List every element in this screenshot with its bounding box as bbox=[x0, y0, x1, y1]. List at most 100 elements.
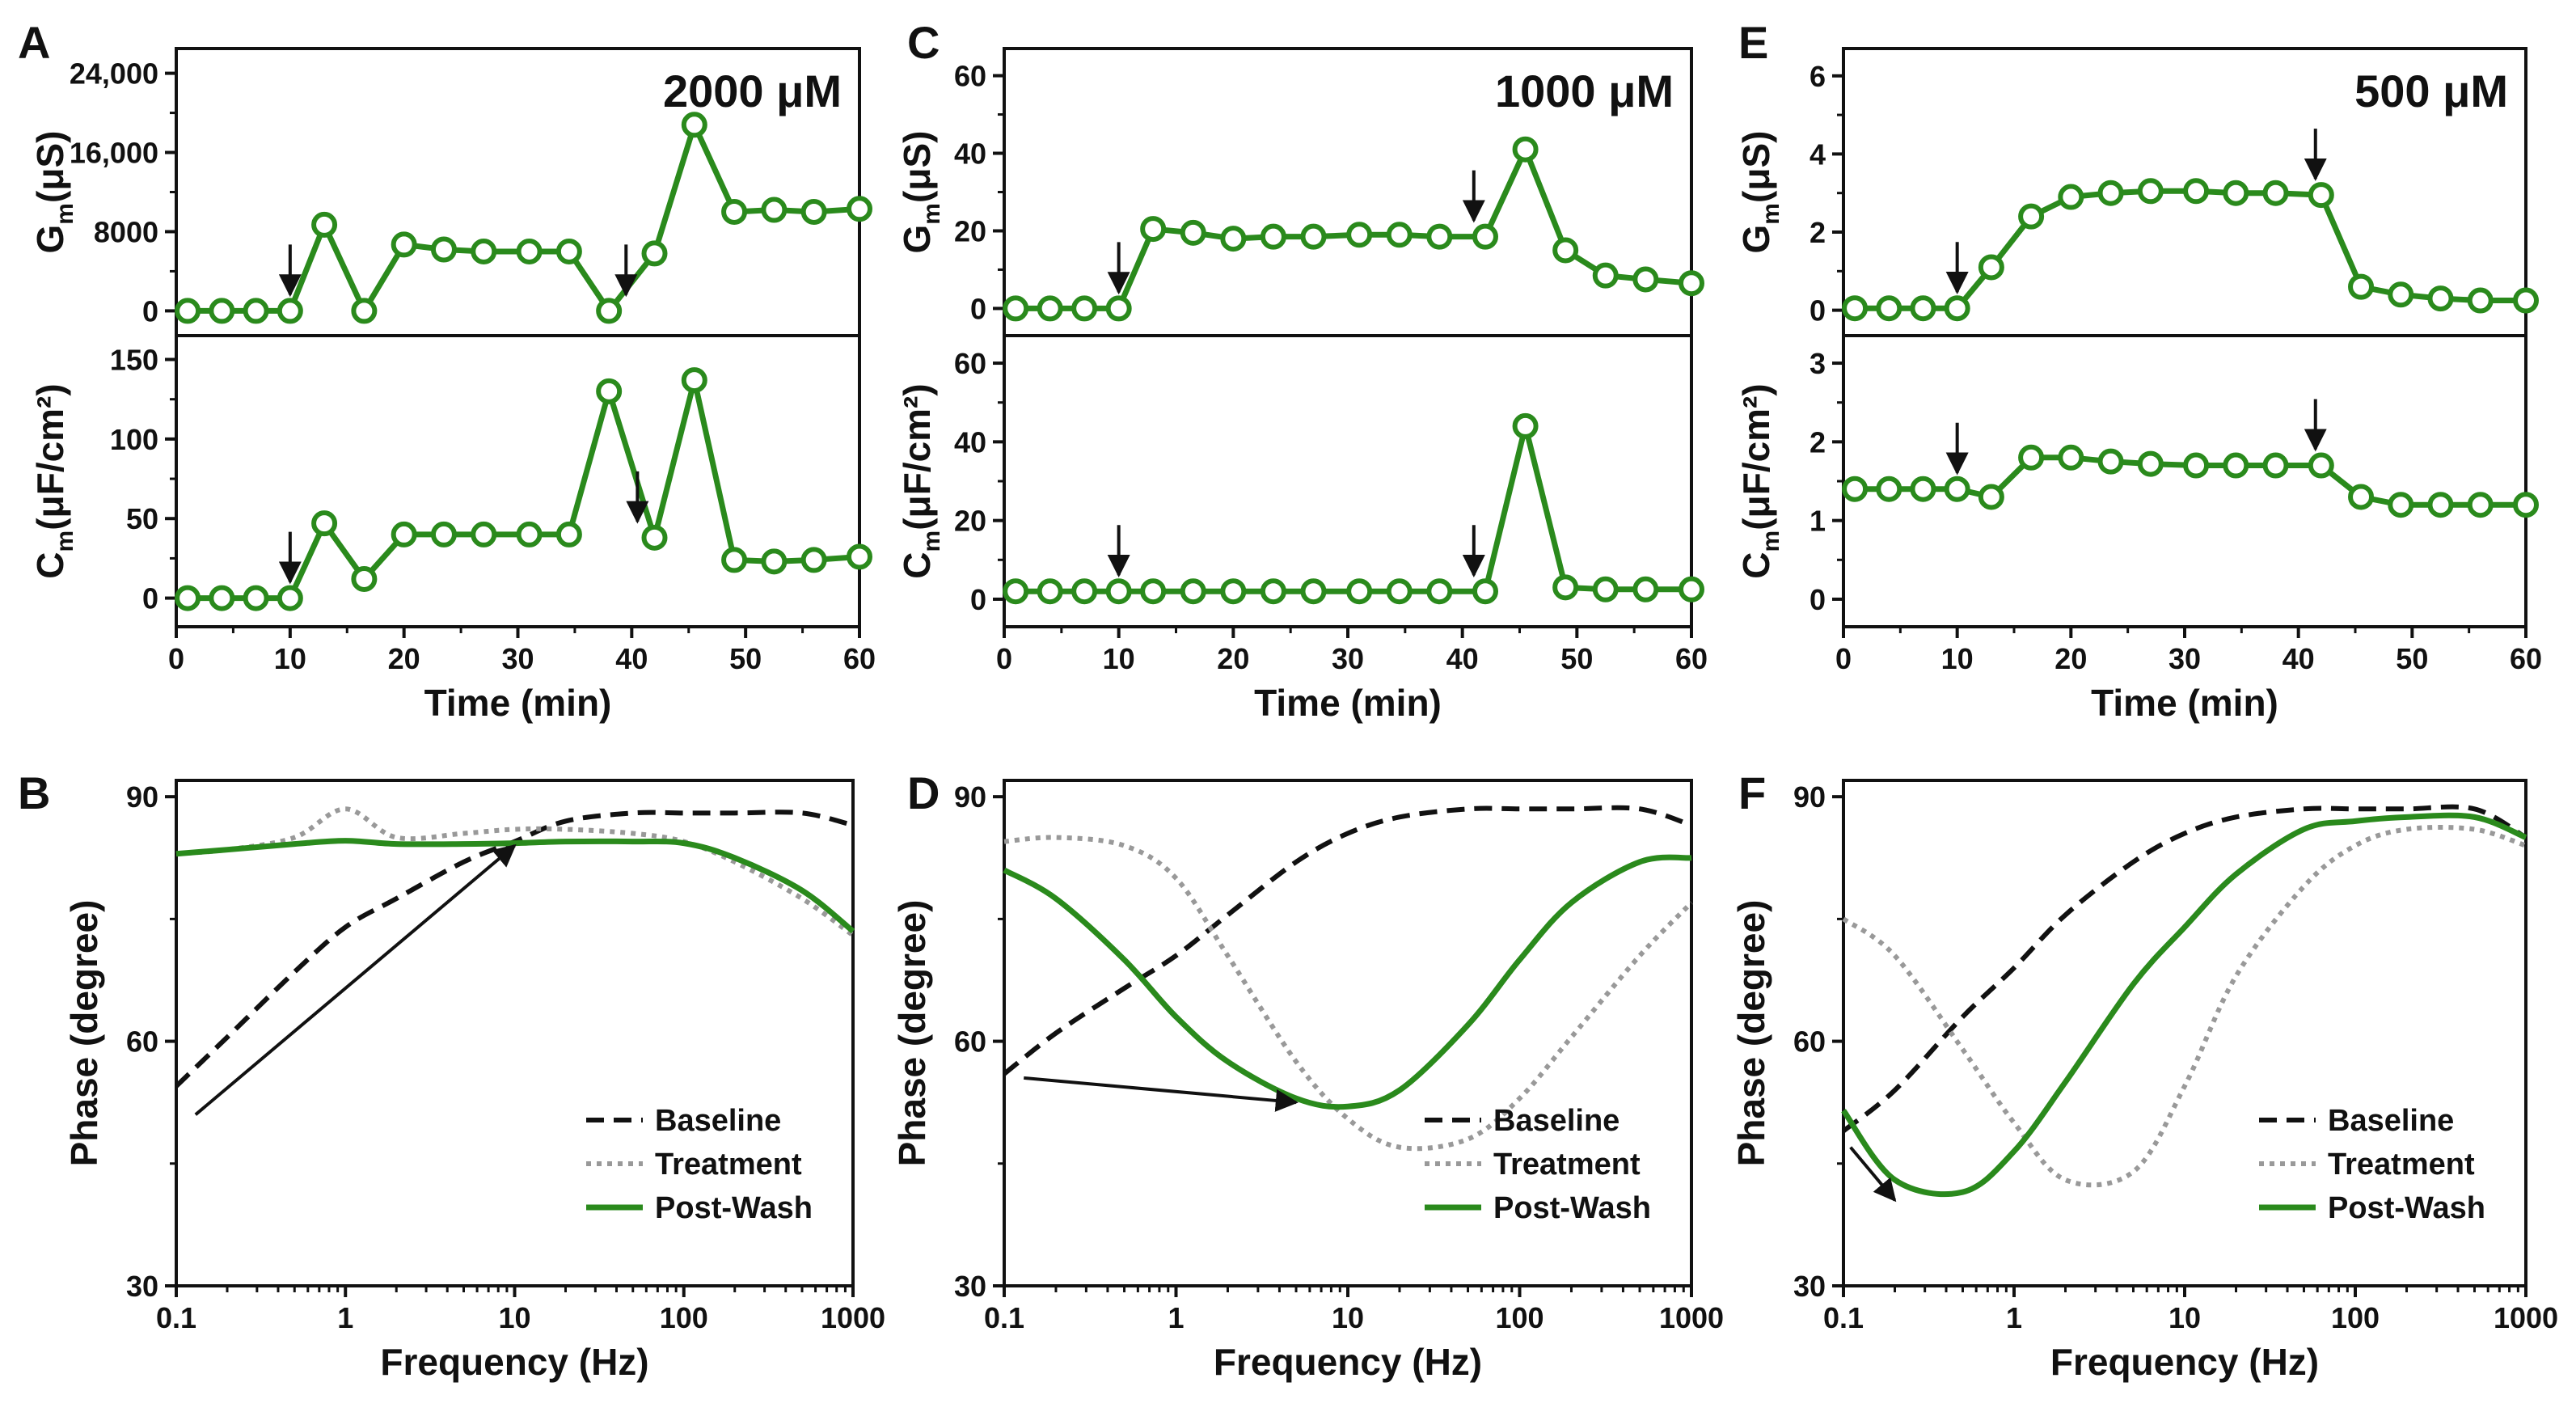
y-tick-label: 60 bbox=[954, 1025, 986, 1059]
legend-label-baseline: Baseline bbox=[2328, 1104, 2454, 1138]
data-point bbox=[175, 298, 201, 324]
data-point bbox=[1876, 476, 1902, 502]
data-point bbox=[1552, 574, 1579, 601]
data-point bbox=[243, 585, 269, 611]
data-point bbox=[1632, 266, 1659, 293]
x-tick-label: 0.1 bbox=[984, 1301, 1024, 1334]
x-tick-label: 100 bbox=[660, 1301, 708, 1334]
data-point bbox=[681, 367, 707, 394]
data-point bbox=[391, 231, 417, 258]
panel-label-E: E bbox=[1738, 17, 1768, 68]
data-point bbox=[847, 196, 872, 222]
data-point bbox=[277, 585, 303, 611]
data-point bbox=[243, 298, 269, 324]
data-point bbox=[1037, 295, 1063, 322]
data-point bbox=[1632, 576, 1659, 602]
y-tick-label: 1 bbox=[1810, 505, 1826, 538]
data-point bbox=[555, 521, 582, 547]
data-point bbox=[1300, 223, 1327, 250]
legend-label-post-wash: Post-Wash bbox=[1493, 1191, 1651, 1225]
x-tick-label: 1000 bbox=[2494, 1301, 2558, 1334]
data-point bbox=[1944, 476, 1970, 502]
x-tick-label: 50 bbox=[1560, 642, 1593, 675]
x-axis-label: Frequency (Hz) bbox=[380, 1341, 648, 1383]
data-point bbox=[1220, 226, 1247, 252]
y-label-sub: m bbox=[52, 203, 78, 225]
data-point bbox=[555, 238, 582, 264]
x-tick-label: 60 bbox=[1675, 642, 1708, 675]
y-tick-label: 90 bbox=[126, 780, 158, 814]
data-point bbox=[2388, 281, 2414, 308]
data-point bbox=[1260, 223, 1286, 250]
y-label-unit: (μS) bbox=[1735, 131, 1777, 203]
panel-label-C: C bbox=[907, 17, 940, 68]
y-tick-label: 40 bbox=[954, 425, 986, 459]
x-axis-label: Frequency (Hz) bbox=[1214, 1341, 1482, 1383]
x-tick-label: 40 bbox=[1446, 642, 1479, 675]
y-label-unit: (μS) bbox=[896, 131, 938, 203]
x-tick-label: 1 bbox=[1168, 1301, 1184, 1334]
x-tick-label: 30 bbox=[501, 642, 534, 675]
data-point bbox=[800, 198, 827, 225]
x-tick-label: 10 bbox=[1332, 1301, 1364, 1334]
data-point bbox=[311, 510, 338, 537]
trend-arrow bbox=[194, 843, 517, 1116]
legend-label-treatment: Treatment bbox=[1493, 1148, 1641, 1182]
data-point bbox=[1180, 578, 1206, 605]
series-post-wash bbox=[1841, 812, 2527, 1198]
panel-label-F: F bbox=[1738, 767, 1766, 818]
data-point bbox=[2097, 448, 2124, 475]
data-point bbox=[209, 585, 235, 611]
y-tick-label: 8000 bbox=[94, 215, 158, 248]
y-axis-label: Phase (degree) bbox=[63, 900, 105, 1167]
x-tick-label: 40 bbox=[2283, 642, 2315, 675]
data-point bbox=[516, 238, 543, 264]
y-tick-label: 4 bbox=[1810, 137, 1826, 171]
data-point bbox=[1876, 295, 1902, 322]
x-tick-label: 10 bbox=[498, 1301, 530, 1334]
y-label-main: C bbox=[29, 552, 71, 578]
series-treatment bbox=[175, 806, 855, 937]
data-point bbox=[516, 521, 543, 547]
data-point bbox=[1300, 578, 1327, 605]
data-point bbox=[1512, 136, 1539, 163]
y-tick-label: 2 bbox=[1810, 425, 1826, 459]
panel-label-A: A bbox=[18, 17, 50, 68]
data-point bbox=[2018, 203, 2045, 230]
data-point bbox=[430, 521, 457, 547]
data-point bbox=[2427, 285, 2454, 312]
y-tick-label: 16,000 bbox=[70, 137, 158, 170]
y-tick-label: 0 bbox=[1810, 294, 1826, 328]
x-tick-label: 10 bbox=[1941, 642, 1974, 675]
data-point bbox=[1180, 219, 1206, 246]
trend-arrow bbox=[1024, 1076, 1299, 1112]
data-point bbox=[1472, 223, 1498, 250]
data-point bbox=[2308, 452, 2334, 479]
y-tick-label: 60 bbox=[1793, 1025, 1826, 1059]
data-point bbox=[2097, 180, 2124, 206]
data-point bbox=[2223, 180, 2249, 206]
x-tick-label: 10 bbox=[274, 642, 306, 675]
data-point bbox=[1346, 578, 1373, 605]
y-tick-label: 24,000 bbox=[70, 57, 158, 91]
concentration-label: 2000 μM bbox=[663, 66, 842, 116]
data-point bbox=[1472, 578, 1498, 605]
series-treatment bbox=[1003, 835, 1694, 1152]
plot-frame-C-bottom bbox=[1003, 334, 1693, 628]
y-axis-label-A-bottom: Cm(μF/cm²) bbox=[29, 383, 78, 578]
series-post-wash bbox=[1003, 854, 1692, 1110]
y-tick-label: 60 bbox=[954, 60, 986, 93]
series-post-wash bbox=[175, 838, 855, 934]
y-tick-label: 6 bbox=[1810, 60, 1826, 93]
x-tick-label: 10 bbox=[2168, 1301, 2201, 1334]
x-axis-label: Time (min) bbox=[424, 682, 612, 724]
y-label-main: G bbox=[896, 225, 938, 254]
data-point bbox=[1105, 578, 1132, 605]
y-label-main: C bbox=[896, 552, 938, 578]
y-tick-label: 90 bbox=[954, 780, 986, 814]
legend-label-treatment: Treatment bbox=[2328, 1148, 2475, 1182]
data-point bbox=[1071, 295, 1098, 322]
x-tick-label: 10 bbox=[1103, 642, 1135, 675]
x-tick-label: 30 bbox=[1332, 642, 1364, 675]
